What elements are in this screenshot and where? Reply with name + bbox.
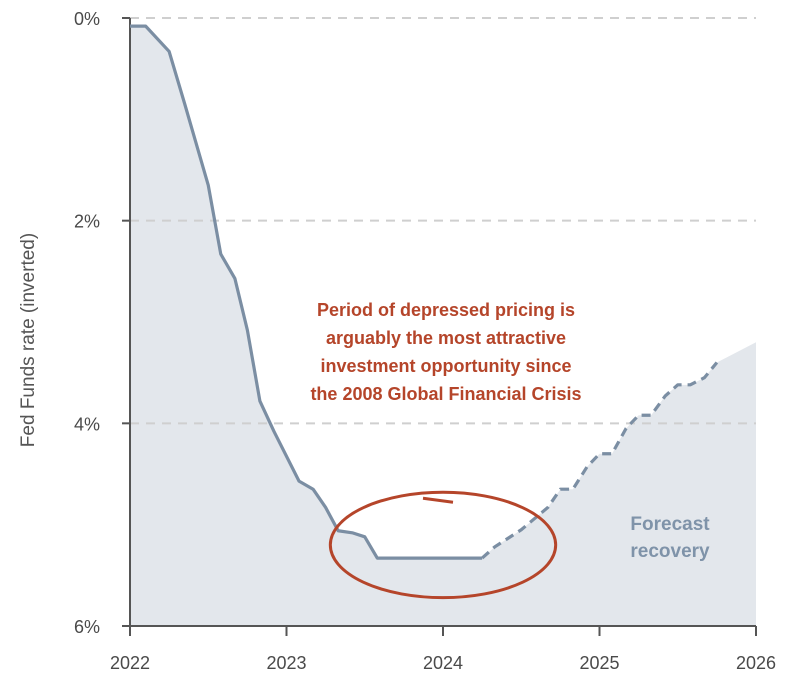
y-tick-label: 4% bbox=[74, 414, 100, 434]
area-fill bbox=[130, 26, 756, 626]
callout-line: investment opportunity since bbox=[320, 356, 571, 376]
forecast-label-line: recovery bbox=[630, 541, 710, 562]
x-tick-label: 2022 bbox=[110, 653, 150, 673]
callout-line: Period of depressed pricing is bbox=[317, 300, 575, 320]
annotation-callout: Period of depressed pricing is arguably t… bbox=[310, 300, 581, 404]
x-tick-label: 2025 bbox=[579, 653, 619, 673]
y-tick-label: 6% bbox=[74, 617, 100, 637]
highlight-ellipse-tail bbox=[422, 496, 454, 504]
x-tick-label: 2023 bbox=[266, 653, 306, 673]
y-tick-label: 2% bbox=[74, 212, 100, 232]
x-tick-label: 2026 bbox=[736, 653, 776, 673]
highlight-ellipse bbox=[328, 490, 558, 600]
y-tick-label: 0% bbox=[74, 9, 100, 29]
forecast-label-line: Forecast bbox=[630, 514, 710, 535]
x-tick-label: 2024 bbox=[423, 653, 463, 673]
callout-line: arguably the most attractive bbox=[326, 328, 566, 348]
y-axis-label: Fed Funds rate (inverted) bbox=[18, 233, 39, 447]
callout-line: the 2008 Global Financial Crisis bbox=[310, 384, 581, 404]
series-line-actual bbox=[130, 24, 483, 560]
forecast-label: Forecast recovery bbox=[630, 514, 710, 562]
